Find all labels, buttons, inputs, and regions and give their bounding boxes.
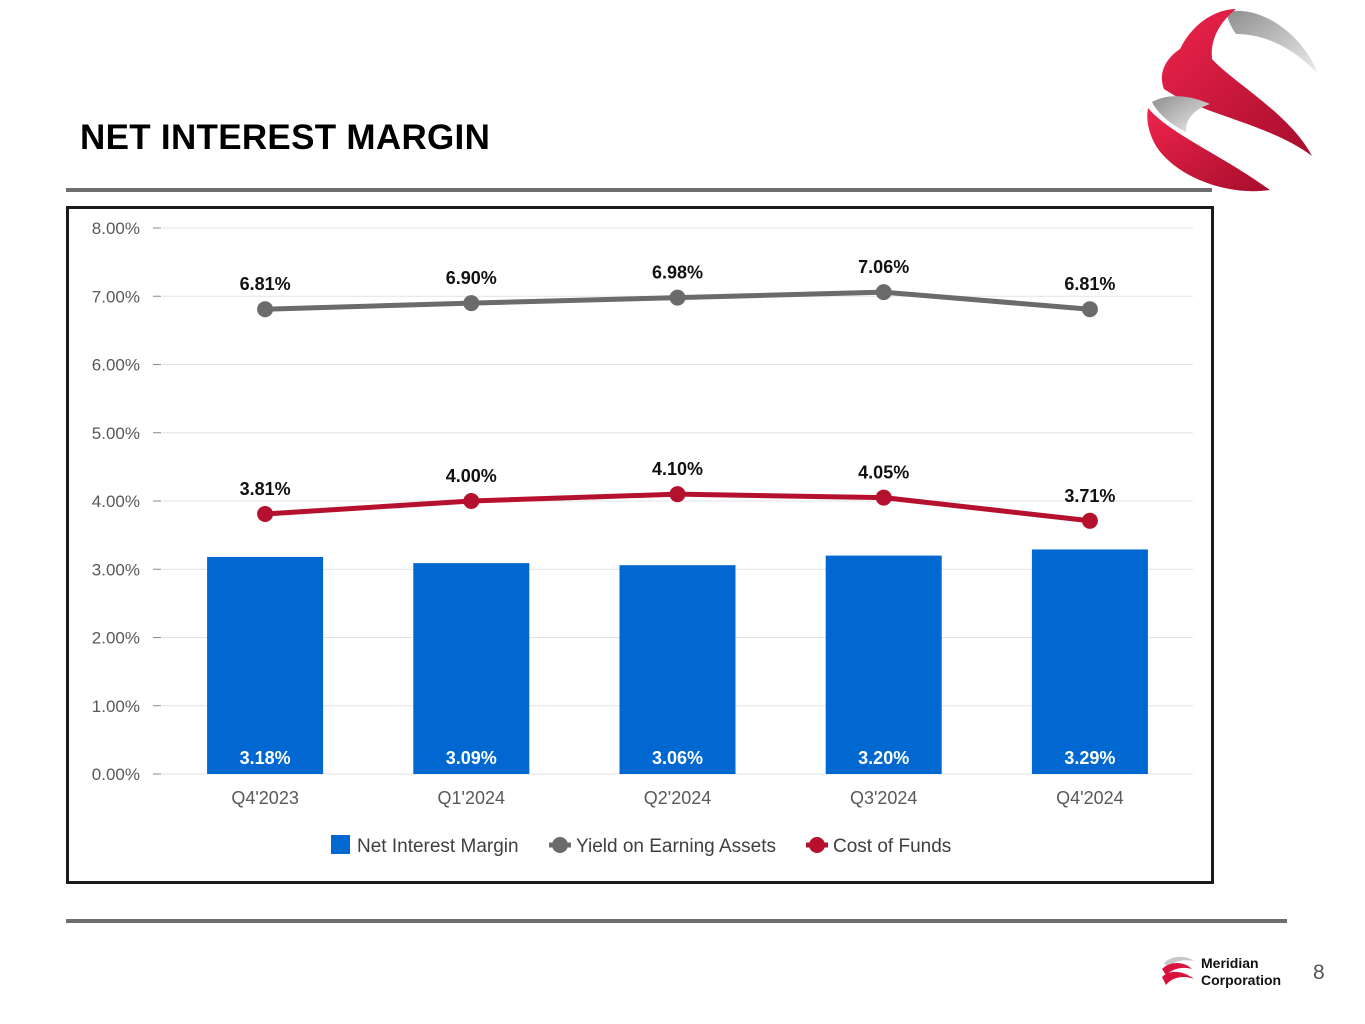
- yield-on-earning-assets-point: [257, 301, 274, 318]
- cost-of-funds-data-label: 3.71%: [1064, 486, 1115, 506]
- bar-data-label: 3.18%: [240, 748, 291, 768]
- x-tick-label: Q1'2024: [438, 788, 506, 808]
- bar-data-label: 3.09%: [446, 748, 497, 768]
- y-tick-label: 6.00%: [92, 356, 140, 375]
- x-tick-label: Q4'2023: [231, 788, 299, 808]
- cost-of-funds-data-label: 4.00%: [446, 466, 497, 486]
- cost-of-funds-data-label: 4.10%: [652, 459, 703, 479]
- bar-data-label: 3.06%: [652, 748, 703, 768]
- yield-on-earning-assets-point: [463, 295, 480, 312]
- cost-of-funds-point: [875, 489, 892, 506]
- legend-label-net-interest-margin: Net Interest Margin: [357, 836, 519, 857]
- yield-on-earning-assets-point: [875, 284, 892, 301]
- bar-net-interest-margin: [207, 556, 324, 774]
- legend-swatch-cost-of-funds: [809, 837, 825, 853]
- y-tick-label: 5.00%: [92, 424, 140, 443]
- bottom-divider: [66, 919, 1287, 923]
- y-tick-label: 8.00%: [92, 219, 140, 238]
- net-interest-margin-chart: 0.00% 1.00% 2.00% 3.00% 4.00% 5.00% 6.00% 7.00%…: [92, 219, 1193, 857]
- page-number: 8: [1313, 961, 1325, 984]
- cost-of-funds-data-label: 3.81%: [240, 479, 291, 499]
- cost-of-funds-point: [257, 505, 274, 522]
- legend-label-cost-of-funds: Cost of Funds: [833, 836, 951, 857]
- x-tick-label: Q3'2024: [850, 788, 918, 808]
- yield-on-earning-assets-data-label: 6.81%: [240, 274, 291, 294]
- y-tick-label: 1.00%: [92, 697, 140, 716]
- yield-on-earning-assets-data-label: 7.06%: [858, 257, 909, 277]
- yield-on-earning-assets-point: [1081, 301, 1098, 318]
- legend-swatch-net-interest-margin: [331, 835, 350, 854]
- y-tick-label: 2.00%: [92, 629, 140, 648]
- legend-label-yield-on-earning-assets: Yield on Earning Assets: [576, 836, 776, 857]
- cost-of-funds-data-label: 4.05%: [858, 463, 909, 483]
- yield-on-earning-assets-data-label: 6.90%: [446, 268, 497, 288]
- y-tick-label: 7.00%: [92, 287, 140, 306]
- company-logo: [1147, 9, 1318, 192]
- cost-of-funds-point: [463, 493, 480, 509]
- yield-on-earning-assets-data-label: 6.81%: [1064, 274, 1115, 294]
- bar-data-label: 3.29%: [1064, 748, 1115, 768]
- footer-company-line2: Corporation: [1201, 972, 1282, 988]
- top-divider: [66, 188, 1212, 192]
- cost-of-funds-point: [1081, 512, 1098, 529]
- cost-of-funds-point: [669, 486, 686, 503]
- page-title: NET INTEREST MARGIN: [80, 118, 491, 157]
- x-tick-label: Q2'2024: [644, 788, 712, 808]
- bar-net-interest-margin: [825, 555, 942, 774]
- y-tick-label: 4.00%: [92, 492, 140, 511]
- legend-swatch-yield-on-earning-assets: [552, 837, 568, 853]
- y-tick-label: 0.00%: [92, 765, 140, 784]
- footer-company-name: Meridian Corporation: [1201, 955, 1281, 989]
- x-tick-label: Q4'2024: [1056, 788, 1124, 808]
- bar-net-interest-margin: [619, 565, 736, 774]
- bar-net-interest-margin: [413, 563, 530, 774]
- footer-logo-icon: [1162, 956, 1194, 985]
- chart-frame: 0.00% 1.00% 2.00% 3.00% 4.00% 5.00% 6.00% 7.00%…: [66, 206, 1214, 884]
- bar-data-label: 3.20%: [858, 748, 909, 768]
- yield-on-earning-assets-data-label: 6.98%: [652, 263, 703, 283]
- bar-net-interest-margin: [1031, 549, 1148, 774]
- y-tick-label: 3.00%: [92, 560, 140, 579]
- footer-company-line1: Meridian: [1201, 955, 1259, 971]
- yield-on-earning-assets-point: [669, 289, 686, 306]
